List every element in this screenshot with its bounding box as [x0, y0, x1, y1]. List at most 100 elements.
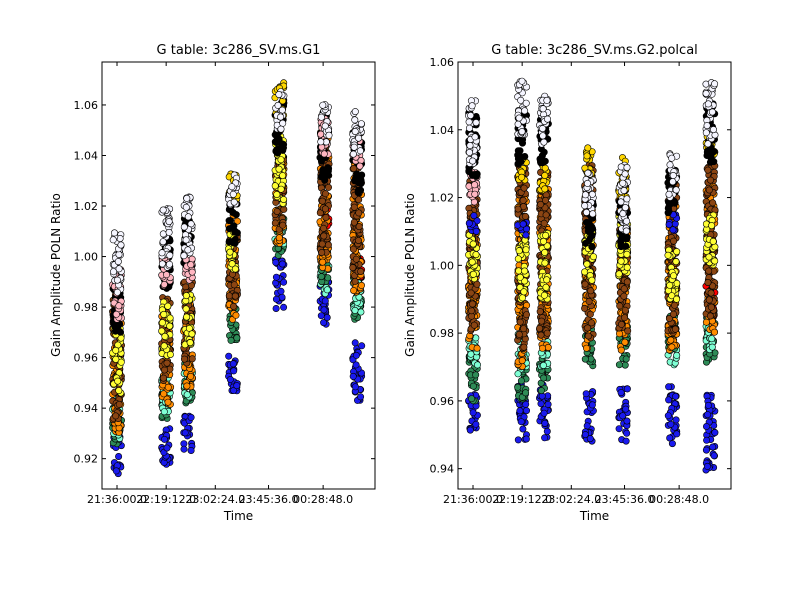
data-point — [187, 446, 195, 454]
data-point — [225, 352, 233, 360]
data-point — [349, 264, 357, 272]
data-point — [226, 375, 234, 383]
data-point — [271, 219, 279, 227]
data-point — [465, 148, 473, 156]
data-point — [587, 287, 595, 295]
data-point — [541, 419, 549, 427]
data-point — [519, 220, 527, 228]
data-point — [351, 339, 359, 347]
data-point — [521, 212, 529, 220]
y-tick-label: 1.02 — [430, 192, 455, 205]
y-tick-label: 1.06 — [74, 99, 99, 112]
data-point — [164, 398, 172, 406]
data-point — [317, 138, 325, 146]
data-point — [320, 232, 328, 240]
data-point — [622, 437, 630, 445]
data-point — [669, 172, 677, 180]
data-point — [620, 292, 628, 300]
data-point — [621, 204, 629, 212]
data-point — [673, 351, 681, 359]
data-point — [619, 179, 627, 187]
data-point — [232, 311, 240, 319]
data-point — [357, 120, 365, 128]
data-point — [518, 128, 526, 136]
data-point — [357, 393, 365, 401]
data-point — [541, 259, 549, 267]
data-point — [352, 361, 360, 369]
data-point — [709, 126, 717, 134]
data-point — [161, 332, 169, 340]
data-point — [183, 194, 191, 202]
data-point — [115, 265, 123, 273]
data-point — [469, 157, 477, 165]
data-point — [522, 311, 530, 319]
data-point — [673, 430, 681, 438]
data-point — [115, 452, 123, 460]
data-point — [163, 444, 171, 452]
data-point — [543, 115, 551, 123]
data-point — [709, 199, 717, 207]
data-point — [586, 310, 594, 318]
data-point — [228, 260, 236, 268]
data-point — [183, 382, 191, 390]
data-point — [669, 178, 677, 186]
data-point — [160, 408, 168, 416]
data-point — [519, 425, 527, 433]
data-point — [623, 233, 631, 241]
data-point — [225, 292, 233, 300]
data-point — [275, 165, 283, 173]
data-point — [351, 108, 359, 116]
data-point — [182, 283, 190, 291]
data-point — [516, 318, 524, 326]
scatter-points — [109, 79, 366, 478]
data-point — [514, 370, 522, 378]
data-point — [117, 328, 125, 336]
data-point — [669, 310, 677, 318]
data-point — [226, 248, 234, 256]
data-point — [704, 166, 712, 174]
data-point — [325, 131, 333, 139]
data-point — [115, 400, 123, 408]
data-point — [321, 297, 329, 305]
x-tick-label: 23:45:36.0 — [239, 493, 299, 506]
data-point — [615, 270, 623, 278]
data-point — [665, 396, 673, 404]
chart-panel-g1: 0.920.940.960.981.001.021.041.06 21:36:0… — [49, 43, 376, 523]
data-point — [275, 91, 283, 99]
data-point — [621, 338, 629, 346]
data-point — [114, 377, 122, 385]
data-point — [230, 302, 238, 310]
data-point — [521, 107, 529, 115]
data-point — [469, 409, 477, 417]
data-point — [539, 132, 547, 140]
data-point — [112, 346, 120, 354]
data-point — [317, 273, 325, 281]
data-point — [582, 344, 590, 352]
data-point — [709, 443, 717, 451]
data-point — [541, 434, 549, 442]
data-point — [277, 156, 285, 164]
data-point — [621, 314, 629, 322]
data-point — [182, 203, 190, 211]
data-point — [670, 237, 678, 245]
data-point — [351, 383, 359, 391]
y-tick-label: 0.94 — [74, 402, 99, 415]
data-point — [623, 278, 631, 286]
data-point — [620, 187, 628, 195]
data-point — [110, 268, 118, 276]
data-point — [619, 412, 627, 420]
data-point — [541, 185, 549, 193]
data-point — [277, 125, 285, 133]
data-point — [111, 229, 119, 237]
data-point — [615, 425, 623, 433]
x-tick-label: 23:02:24.0 — [185, 493, 245, 506]
data-point — [279, 119, 287, 127]
data-point — [467, 112, 475, 120]
data-point — [623, 250, 631, 258]
data-point — [522, 389, 530, 397]
data-point — [180, 445, 188, 453]
data-point — [581, 202, 589, 210]
data-point — [272, 295, 280, 303]
data-point — [665, 383, 673, 391]
data-point — [109, 236, 117, 244]
